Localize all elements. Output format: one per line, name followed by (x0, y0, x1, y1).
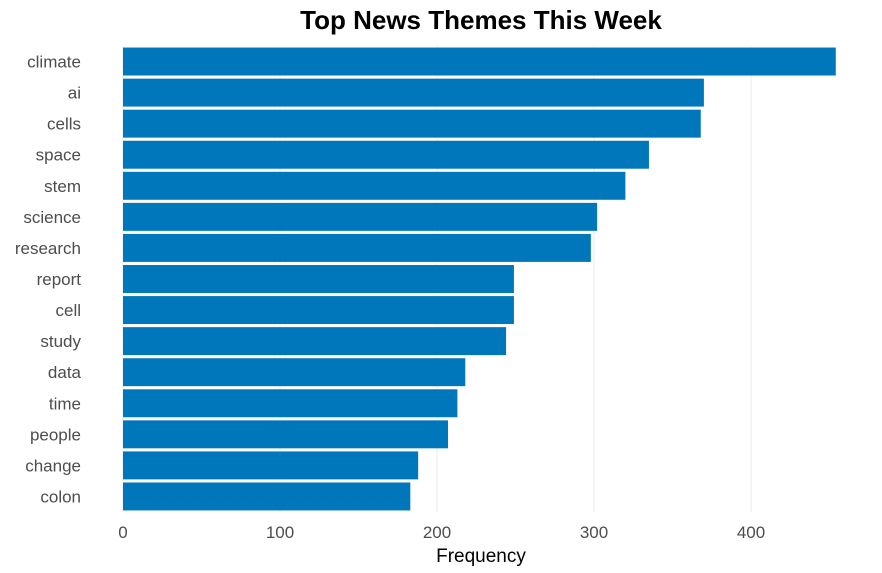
category-labels: climate ai cells space stem science research re… (15, 53, 82, 507)
bar-study (123, 327, 507, 356)
category-label-cells: cells (47, 115, 81, 134)
bar-change (123, 451, 419, 480)
bar-colon (123, 482, 411, 511)
chart-title: Top News Themes This Week (300, 5, 662, 35)
category-label-people: people (30, 425, 81, 444)
category-label-science: science (23, 208, 81, 227)
x-tick-label: 400 (737, 523, 765, 542)
x-axis-title: Frequency (436, 546, 526, 567)
category-label-colon: colon (40, 487, 81, 506)
category-label-change: change (25, 456, 81, 475)
bar-people (123, 420, 448, 449)
bar-research (123, 233, 591, 262)
category-label-research: research (15, 239, 81, 258)
bar-ai (123, 78, 704, 107)
category-label-stem: stem (44, 177, 81, 196)
bar-report (123, 265, 514, 293)
bar-cell (123, 296, 514, 325)
bar-science (123, 202, 598, 231)
bar-space (123, 140, 649, 169)
category-label-time: time (49, 394, 81, 413)
bar-time (123, 389, 458, 418)
bar-cells (123, 109, 701, 138)
x-tick-label: 200 (423, 523, 451, 542)
category-label-report: report (37, 270, 82, 289)
bar-climate (123, 47, 836, 76)
category-label-space: space (36, 146, 81, 165)
category-label-study: study (40, 332, 81, 351)
x-tick-labels: 0 100 200 300 400 (118, 523, 765, 542)
bar-data (123, 358, 466, 387)
category-label-data: data (48, 363, 82, 382)
x-tick-label: 100 (266, 523, 294, 542)
x-tick-label: 0 (118, 523, 127, 542)
category-label-climate: climate (27, 53, 81, 72)
bar-stem (123, 171, 626, 200)
x-tick-label: 300 (580, 523, 608, 542)
category-label-ai: ai (68, 84, 81, 103)
category-label-cell: cell (55, 301, 81, 320)
bars (123, 47, 836, 511)
